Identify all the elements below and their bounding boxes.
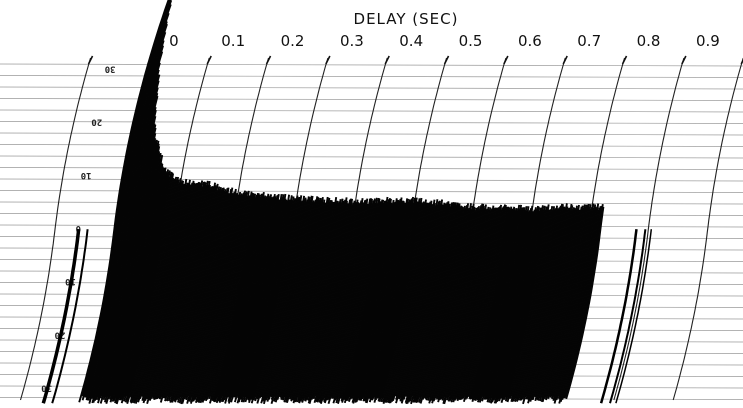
grid-line bbox=[0, 133, 743, 135]
tick-mark bbox=[385, 56, 389, 64]
tick-mark bbox=[623, 56, 627, 64]
x-tick-label: 0.9 bbox=[696, 32, 720, 50]
x-tick-label: 0.8 bbox=[637, 32, 661, 50]
x-tick-label: 0.3 bbox=[340, 32, 364, 50]
x-tick-labels: 0 0.1 0.2 0.3 0.4 0.5 0.6 0.7 0.8 0.9 bbox=[169, 32, 720, 50]
tick-mark bbox=[89, 56, 93, 64]
grid-line bbox=[0, 179, 743, 181]
grid-line bbox=[0, 110, 743, 112]
tick-mark bbox=[563, 56, 567, 64]
delay-arc bbox=[673, 58, 743, 400]
grid-line bbox=[0, 145, 743, 147]
tick-mark bbox=[504, 56, 508, 64]
tick-mark bbox=[326, 56, 330, 64]
x-tick-label: 0.1 bbox=[221, 32, 245, 50]
echo-trace bbox=[43, 0, 651, 404]
y-scale-label: 10 bbox=[81, 170, 92, 180]
tick-mark bbox=[682, 56, 686, 64]
grid-line bbox=[0, 156, 743, 158]
tick-mark bbox=[267, 56, 271, 64]
grid-line bbox=[0, 87, 743, 89]
x-tick-label: 0.6 bbox=[518, 32, 542, 50]
x-tick-label: 0.7 bbox=[577, 32, 601, 50]
grid-line bbox=[0, 122, 743, 124]
x-tick-label: 0.4 bbox=[399, 32, 423, 50]
tick-mark bbox=[207, 56, 211, 64]
grid-line bbox=[0, 76, 743, 78]
marker-line bbox=[610, 229, 645, 403]
y-scale-label: 20 bbox=[91, 117, 102, 127]
marker-line bbox=[52, 229, 87, 403]
grid-line bbox=[0, 99, 743, 101]
x-tick-label: 0.5 bbox=[459, 32, 483, 50]
x-tick-label: 0 bbox=[169, 32, 179, 50]
chart-title: DELAY (SEC) bbox=[354, 10, 459, 28]
x-tick-label: 0.2 bbox=[281, 32, 305, 50]
tick-mark bbox=[445, 56, 449, 64]
grid-line bbox=[0, 168, 743, 170]
y-scale-label: 30 bbox=[105, 63, 116, 73]
grid-line bbox=[0, 191, 743, 193]
